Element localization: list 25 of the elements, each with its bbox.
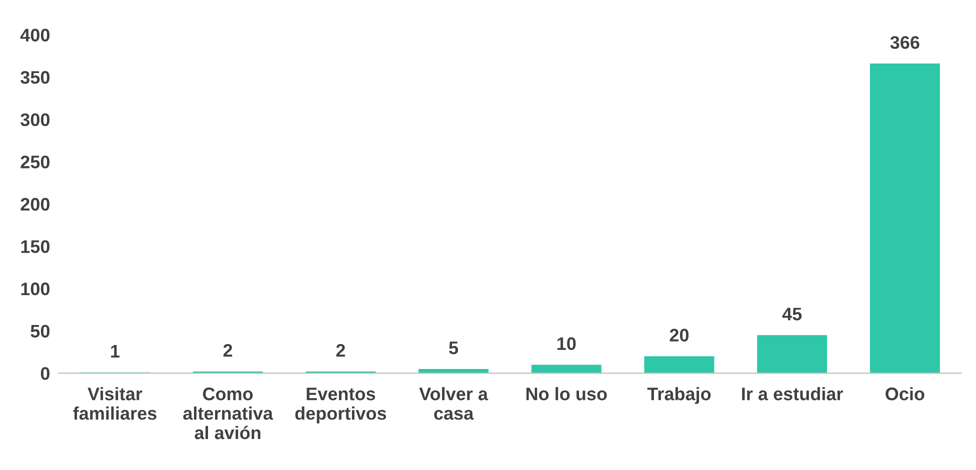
y-tick-label: 300 — [20, 113, 50, 126]
x-tick-label: Como alternativa al avión — [183, 388, 274, 440]
y-tick-label: 250 — [20, 156, 50, 168]
data-label: 2 — [336, 344, 345, 357]
x-tick-label: Visitar familiares — [73, 387, 156, 420]
y-tick-label: 200 — [20, 198, 50, 211]
data-label: 5 — [449, 342, 458, 354]
x-tick-label: Volver a casa — [419, 387, 488, 420]
x-tick-label: Ir a estudiar — [742, 387, 843, 400]
data-label: 10 — [557, 337, 576, 350]
y-tick-label: 400 — [20, 28, 50, 42]
y-tick-label: 100 — [21, 282, 50, 296]
data-label: 20 — [670, 328, 689, 342]
y-tick-label: 150 — [21, 240, 50, 253]
data-label: 366 — [890, 36, 920, 49]
x-tick-label: Trabajo — [647, 387, 711, 404]
data-label: 2 — [223, 344, 232, 357]
x-tick-label: Eventos deportivos — [295, 388, 386, 424]
x-tick-label: No lo uso — [526, 387, 607, 400]
y-tick-label: 0 — [40, 367, 50, 380]
data-label: 1 — [111, 345, 120, 358]
y-tick-label: 350 — [20, 71, 50, 84]
x-tick-label: Ocio — [886, 387, 924, 400]
data-label: 45 — [782, 308, 802, 320]
y-tick-label: 50 — [30, 324, 50, 338]
